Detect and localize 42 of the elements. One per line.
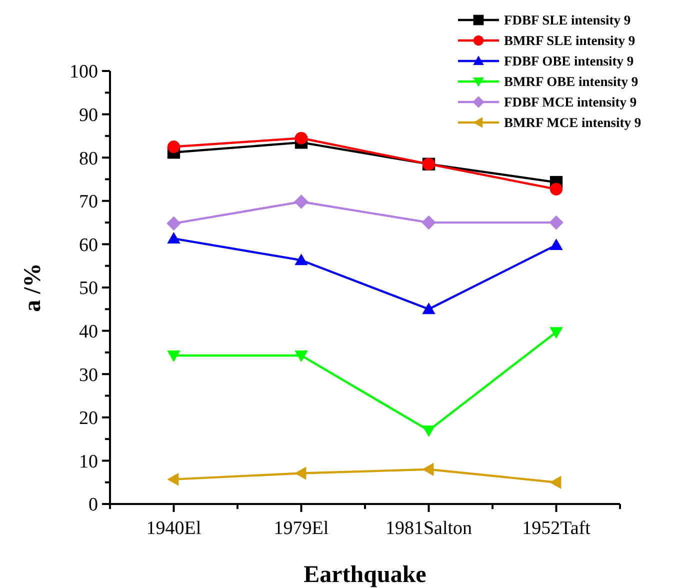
y-tick-label: 10 xyxy=(79,451,98,472)
point xyxy=(422,425,436,437)
x-tick-label: 1981Salton xyxy=(385,518,473,539)
legend-label: FDBF OBE intensity 9 xyxy=(504,54,634,69)
point xyxy=(166,216,181,231)
point xyxy=(167,350,180,362)
point xyxy=(294,132,308,144)
point xyxy=(294,254,308,266)
legend-label: BMRF SLE intensity 9 xyxy=(504,33,636,48)
x-tick-label: 1940El xyxy=(146,518,202,539)
point xyxy=(294,466,306,480)
x-tick-label: 1979El xyxy=(274,518,329,539)
y-tick-label: 90 xyxy=(79,104,98,126)
y-tick-label: 80 xyxy=(79,148,98,170)
y-tick-label: 60 xyxy=(79,234,98,256)
legend-label: FDBF SLE intensity 9 xyxy=(504,12,631,28)
legend-label: BMRF MCE intensity 9 xyxy=(504,115,642,130)
point xyxy=(167,472,179,486)
point xyxy=(294,350,308,362)
point xyxy=(294,194,308,209)
y-axis-title: a /% xyxy=(20,263,46,312)
x-axis-title: Earthquake xyxy=(304,562,427,588)
legend-label: BMRF OBE intensity 9 xyxy=(504,74,638,90)
y-tick-label: 40 xyxy=(79,321,98,342)
y-tick-label: 30 xyxy=(79,364,98,386)
point xyxy=(422,462,434,476)
point xyxy=(549,215,564,230)
x-tick-label: 1952Taft xyxy=(522,518,592,539)
point xyxy=(422,302,436,314)
point xyxy=(550,327,563,339)
point xyxy=(167,140,180,154)
legend-label: FDBF MCE intensity 9 xyxy=(504,94,637,110)
point xyxy=(422,215,436,230)
y-tick-label: 20 xyxy=(79,408,98,430)
y-tick-label: 70 xyxy=(79,192,98,213)
y-tick-label: 50 xyxy=(79,278,98,300)
point xyxy=(550,182,563,196)
point xyxy=(550,238,563,250)
point xyxy=(167,232,180,244)
y-tick-label: 100 xyxy=(70,62,98,83)
point xyxy=(550,476,562,489)
y-tick-label: 0 xyxy=(88,494,98,516)
